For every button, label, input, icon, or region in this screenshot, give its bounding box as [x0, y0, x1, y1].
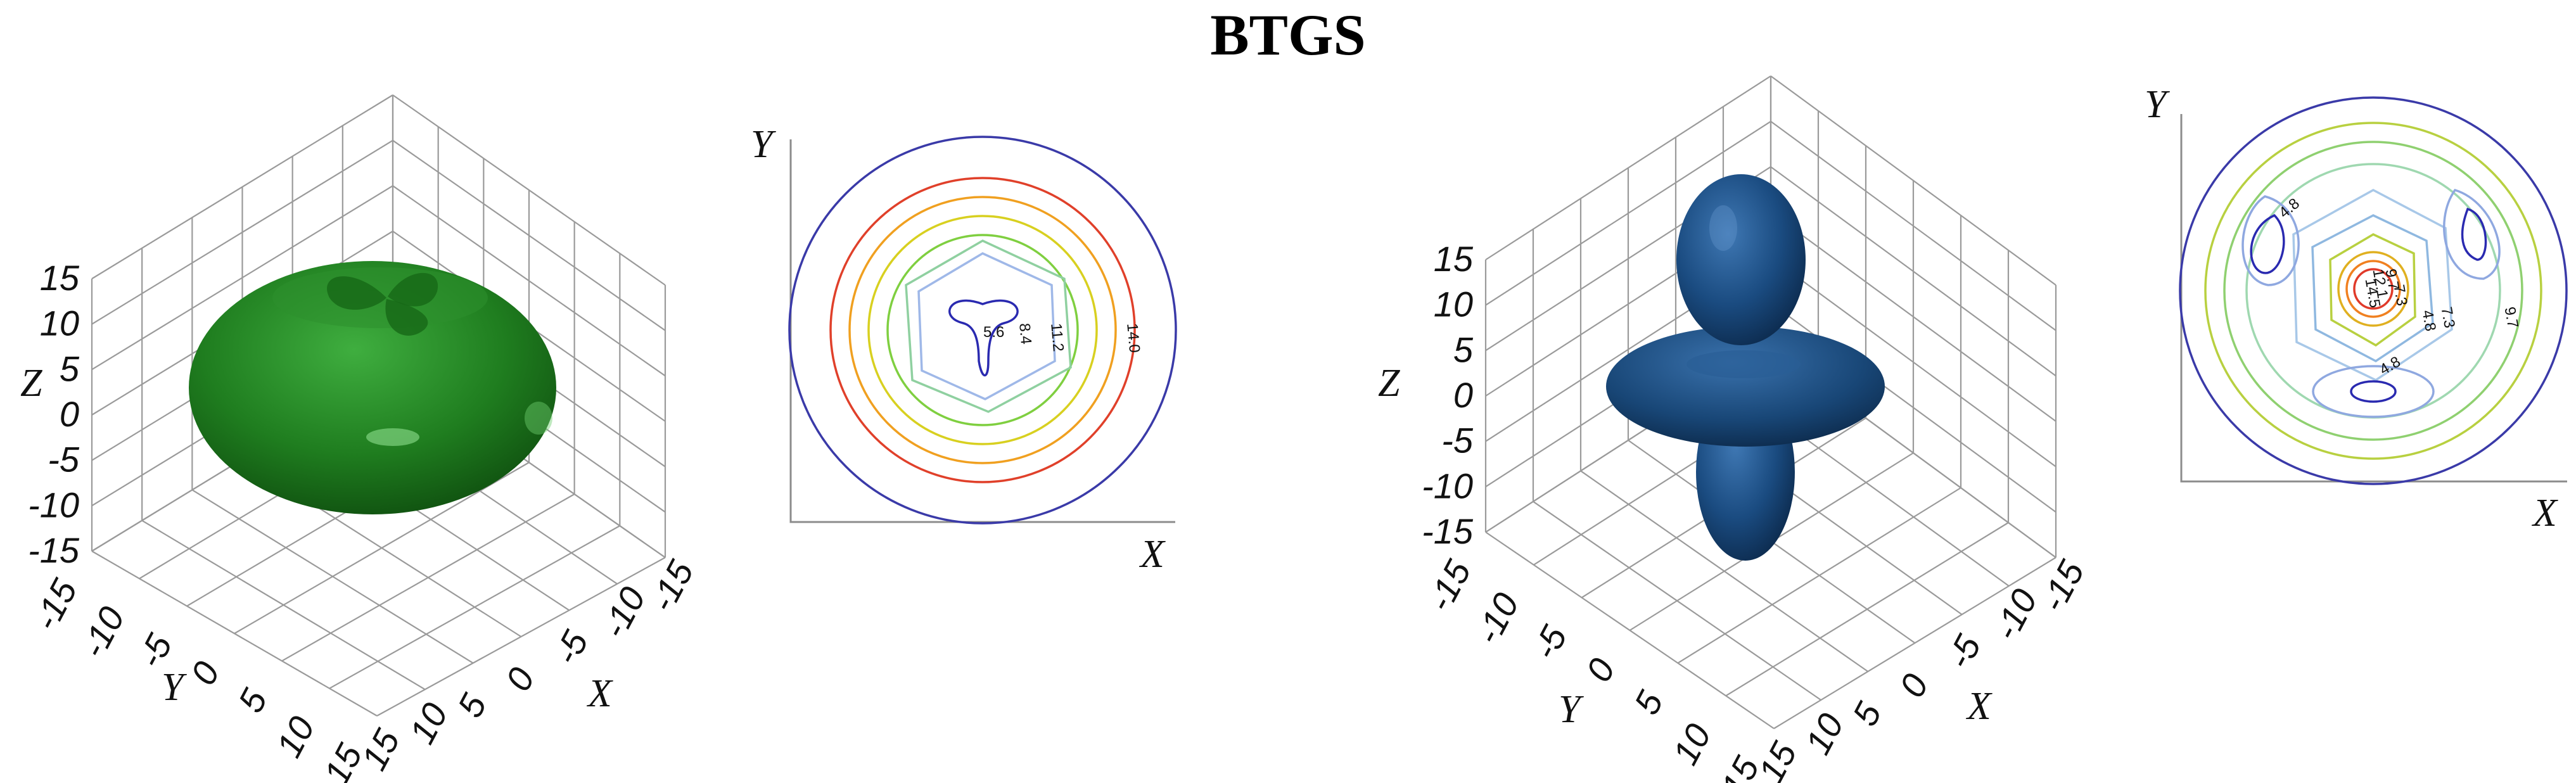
z-tick-label: -10 [28, 485, 79, 525]
z-tick-label: -10 [1422, 466, 1473, 506]
left-contour-y-label: Y [751, 123, 776, 166]
floor-gridline [1725, 522, 2009, 697]
y-tick-label: -15 [25, 572, 85, 637]
x-tick-label: -10 [594, 580, 653, 644]
y-tick-label: -10 [73, 600, 132, 664]
right-contour-label-5: 7.3 [2437, 305, 2458, 329]
x-tick-label: 10 [402, 696, 456, 750]
right-contour-label-7: 9.7 [2501, 305, 2521, 329]
x-tick-label: -15 [2032, 554, 2092, 618]
left-contour-label-3: 11.2 [1047, 322, 1067, 352]
left-contour-lines [788, 136, 1177, 525]
wall-gridline [392, 94, 666, 286]
right-z-axis-label: Z [1378, 362, 1400, 405]
wall-gridline [1485, 75, 1771, 260]
y-tick-label: -5 [1524, 619, 1574, 666]
x-tick-label: -15 [642, 554, 701, 618]
y-tick-label: 0 [182, 655, 227, 691]
x-tick-label: -5 [545, 624, 596, 671]
floor-gridline [376, 557, 666, 716]
left-contour-x-label: X [1138, 533, 1166, 576]
right-contour-label-4: 7.3 [2390, 283, 2410, 307]
floor-gridline [1773, 557, 2056, 729]
x-tick-label: 5 [1844, 696, 1889, 732]
wall-gridline [1770, 120, 2056, 331]
right-contour-lines [2179, 96, 2568, 485]
z-tick-label: 5 [1453, 329, 1474, 369]
right-contour-label-1: 4.8 [2276, 195, 2303, 222]
left-contour-axes [789, 139, 1175, 523]
wall-gridline [1485, 120, 1771, 306]
left-y-axis-label: Y [162, 666, 187, 709]
right-y-axis-label: Y [1559, 688, 1584, 731]
left-x-axis-label: X [586, 672, 613, 715]
page-title: BTGS [1210, 3, 1366, 67]
wall-gridline [91, 139, 393, 325]
x-tick-label: 0 [1891, 668, 1935, 704]
y-tick-label: 10 [269, 710, 322, 764]
right-contour-plot: Y X 4.8 4.8 4.8 7.3 7.3 9.7 9.7 12.1 1 [2145, 83, 2568, 535]
left-surface [189, 261, 556, 514]
z-tick-label: -15 [28, 530, 80, 570]
wall-gridline [392, 139, 666, 331]
x-tick-label: 0 [497, 661, 542, 697]
right-x-axis-label: X [1965, 685, 1993, 728]
x-tick-label: -5 [1939, 628, 1989, 675]
z-tick-label: 15 [40, 258, 80, 298]
wall-gridline [91, 94, 393, 279]
z-tick-label: 10 [40, 303, 79, 343]
z-tick-label: -15 [1422, 511, 1474, 551]
z-tick-label: 0 [1453, 375, 1473, 415]
left-contour-plot: Y X 5.6 8.4 11.2 14.0 [751, 123, 1177, 576]
wall-gridline [1770, 75, 2056, 286]
x-tick-label: 5 [450, 687, 495, 723]
right-contour-label-6: 9.7 [2382, 267, 2402, 291]
left-contour-label-1: 5.6 [983, 324, 1004, 341]
x-tick-label: 10 [1797, 707, 1851, 761]
z-tick-label: 0 [60, 394, 79, 434]
y-tick-label: -15 [1419, 553, 1479, 618]
right-3d-plot: 151050-5-10-15-15-10-5051015151050-5-10-… [1378, 75, 2092, 783]
y-tick-label: 10 [1665, 717, 1719, 771]
z-tick-label: 15 [1434, 239, 1474, 279]
floor-gridline [329, 525, 620, 689]
z-tick-label: -5 [48, 440, 80, 480]
left-contour-label-4: 14.0 [1123, 322, 1143, 353]
z-tick-label: 5 [60, 348, 80, 388]
left-z-axis-label: Z [20, 362, 42, 405]
y-tick-label: 0 [1578, 652, 1623, 688]
y-tick-label: 5 [1626, 684, 1671, 721]
left-contour-label-2: 8.4 [1016, 322, 1035, 345]
z-tick-label: 10 [1434, 284, 1473, 324]
right-contour-axes [2180, 114, 2567, 483]
right-contour-label-2: 4.8 [2418, 309, 2439, 333]
z-tick-label: -5 [1441, 421, 1474, 461]
right-surface [1606, 174, 1885, 561]
right-contour-x-label: X [2531, 492, 2558, 535]
right-contour-y-label: Y [2145, 83, 2170, 126]
y-tick-label: 5 [230, 682, 275, 719]
y-tick-label: -10 [1467, 587, 1527, 651]
